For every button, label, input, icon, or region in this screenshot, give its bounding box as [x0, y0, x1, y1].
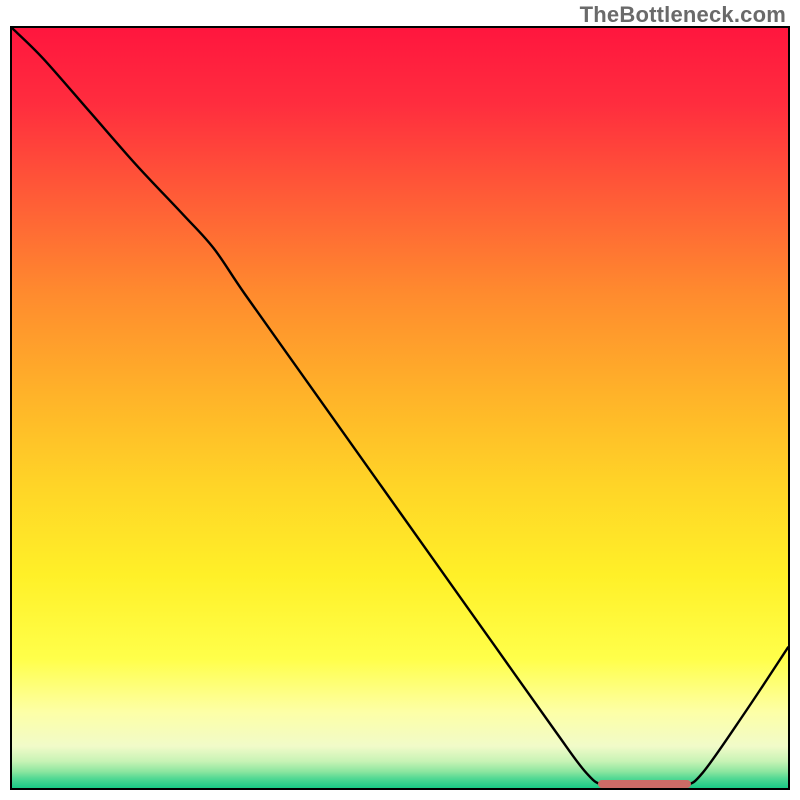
- root: TheBottleneck.com: [0, 0, 800, 800]
- optimal-range-bar: [598, 780, 691, 788]
- watermark-text: TheBottleneck.com: [580, 2, 786, 28]
- bottleneck-curve: [12, 28, 788, 788]
- plot-area: [10, 26, 790, 790]
- curve-layer: [12, 28, 788, 788]
